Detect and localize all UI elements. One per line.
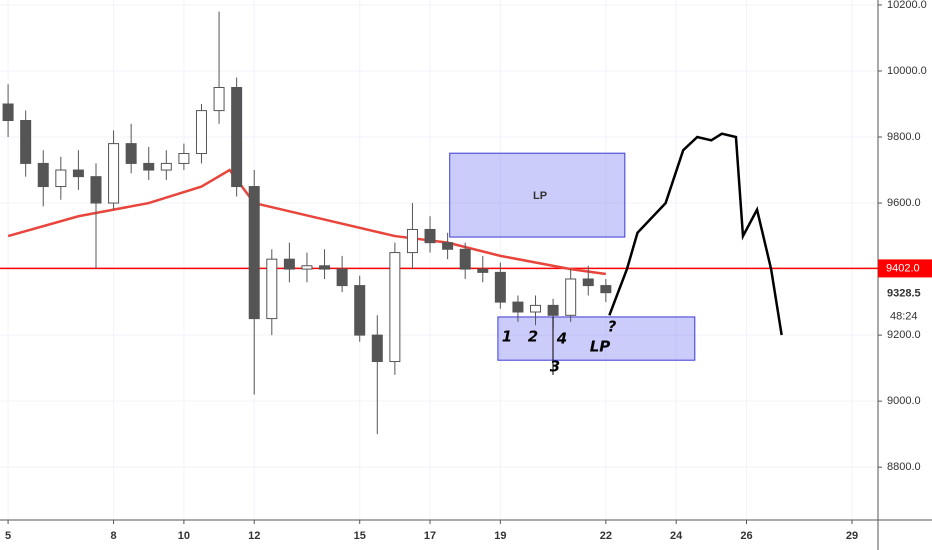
candle-body bbox=[406, 228, 418, 254]
candle-body bbox=[283, 258, 295, 270]
candle-body bbox=[371, 334, 383, 363]
x-tick-label: 19 bbox=[494, 530, 506, 542]
y-tick-label: 9000.0 bbox=[887, 395, 921, 407]
candle-body bbox=[582, 278, 594, 287]
candle-body bbox=[336, 268, 348, 287]
candle-body bbox=[459, 248, 471, 270]
x-tick-label: 8 bbox=[111, 530, 117, 542]
candle-body bbox=[160, 162, 172, 171]
x-tick-label: 5 bbox=[5, 530, 11, 542]
lp-box bbox=[449, 152, 626, 238]
y-tick-label: 10200.0 bbox=[887, 0, 927, 11]
candle-body bbox=[424, 228, 436, 244]
candle-body bbox=[442, 242, 454, 250]
candle-body bbox=[178, 153, 190, 164]
marker: 1 bbox=[502, 328, 512, 346]
projection-path bbox=[608, 132, 783, 336]
x-tick-label: 24 bbox=[670, 530, 683, 542]
y-tick-label: 9200.0 bbox=[887, 329, 921, 341]
x-tick-label: 29 bbox=[846, 530, 858, 542]
lp-box bbox=[497, 316, 696, 361]
price-badge-label: 9402.0 bbox=[886, 262, 920, 274]
x-tick-label: 12 bbox=[248, 530, 260, 542]
candle-body bbox=[125, 143, 137, 164]
marker: ? bbox=[608, 318, 617, 336]
candle-body bbox=[37, 162, 49, 188]
x-tick-label: 26 bbox=[740, 530, 752, 542]
candle-body bbox=[108, 143, 120, 204]
y-tick-label: 9600.0 bbox=[887, 197, 921, 209]
x-tick-label: 10 bbox=[178, 530, 190, 542]
marker: 4 bbox=[556, 330, 567, 348]
candle-body bbox=[565, 278, 577, 316]
box-label: LP bbox=[533, 190, 547, 202]
candle-body bbox=[319, 265, 331, 270]
candle-body bbox=[248, 186, 260, 320]
candle-body bbox=[72, 169, 84, 178]
candle-body bbox=[389, 252, 401, 363]
y-tick-label: 8800.0 bbox=[887, 461, 921, 473]
x-tick-label: 17 bbox=[424, 530, 436, 542]
candle-body bbox=[354, 285, 366, 336]
candle-body bbox=[494, 271, 506, 303]
price-badge bbox=[878, 259, 932, 278]
marker: 2 bbox=[528, 328, 538, 346]
candle-body bbox=[55, 169, 67, 188]
candle-body bbox=[90, 176, 102, 204]
candle-body bbox=[547, 304, 559, 316]
x-tick-label: 15 bbox=[354, 530, 366, 542]
candle-body bbox=[512, 301, 524, 313]
y-tick-label: 9800.0 bbox=[887, 131, 921, 143]
candle-body bbox=[213, 86, 225, 112]
marker: 3 bbox=[550, 358, 560, 376]
candle-body bbox=[231, 86, 243, 188]
candle-body bbox=[477, 268, 489, 273]
last-price: 9328.5 bbox=[887, 288, 921, 300]
moving-average bbox=[7, 168, 607, 276]
box-label: LP bbox=[590, 338, 611, 356]
candle-body bbox=[600, 285, 612, 294]
candle-body bbox=[301, 265, 313, 270]
x-tick-label: 22 bbox=[600, 530, 612, 542]
countdown: 48:24 bbox=[890, 311, 918, 323]
y-tick-label: 10000.0 bbox=[887, 65, 927, 77]
candle-body bbox=[20, 120, 32, 164]
candle-body bbox=[2, 103, 14, 122]
candle-body bbox=[530, 304, 542, 313]
candle-body bbox=[266, 258, 278, 320]
candle-body bbox=[143, 162, 155, 171]
candle-body bbox=[195, 110, 207, 155]
